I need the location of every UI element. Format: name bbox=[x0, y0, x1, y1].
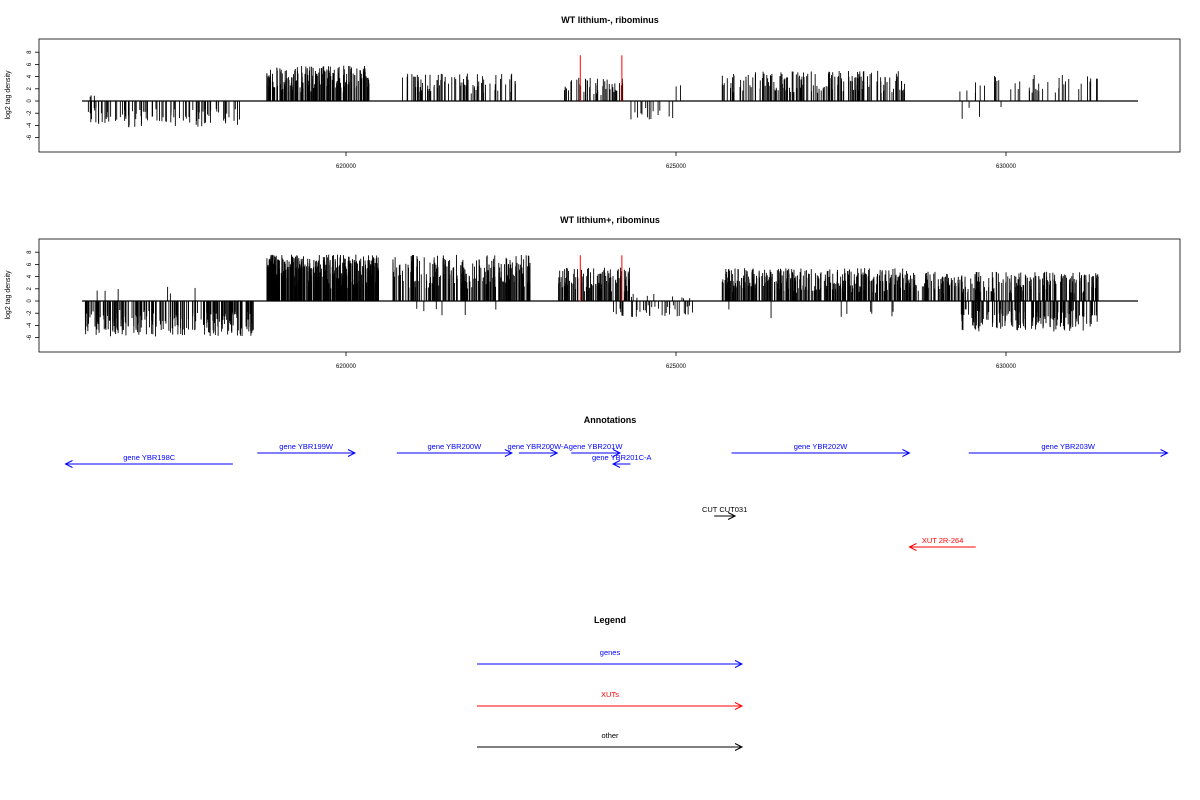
panel-2-ylabel: log2 tag density bbox=[5, 270, 12, 320]
annotation-feature: gene YBR201C-A bbox=[592, 453, 651, 468]
y-tick-label: 2 bbox=[27, 286, 33, 290]
legend-arrow-head bbox=[734, 743, 744, 751]
feature-label: gene YBR200W-A bbox=[508, 442, 569, 451]
legend-items: genes XUTs other bbox=[477, 648, 744, 751]
y-tick-label: 4 bbox=[27, 274, 33, 278]
annotation-feature: gene YBR200W bbox=[396, 442, 514, 457]
feature-label: gene YBR199W bbox=[279, 442, 334, 451]
legend-panel: Legend genes XUTs other bbox=[477, 615, 744, 751]
y-tick-label: 2 bbox=[27, 86, 33, 90]
feature-arrow-head bbox=[902, 449, 911, 457]
legend-arrow-head bbox=[734, 702, 744, 710]
feature-label: gene YBR198C bbox=[123, 453, 176, 462]
y-tick-label: -4 bbox=[27, 122, 33, 128]
panel-2-y-axis: -6 -4 -2 0 2 4 6 8 bbox=[27, 250, 40, 340]
legend-arrow-head bbox=[734, 660, 744, 668]
panel-2-x-axis: 620000 625000 630000 bbox=[336, 352, 1017, 370]
track-panel-1: WT lithium-, ribominus log2 tag density … bbox=[5, 15, 1181, 170]
annotation-feature: gene YBR198C bbox=[64, 453, 233, 468]
y-tick-label: -6 bbox=[27, 134, 33, 140]
annotation-feature: gene YBR201W bbox=[569, 442, 624, 457]
annotation-feature: gene YBR199W bbox=[257, 442, 357, 457]
feature-arrow-head bbox=[550, 449, 559, 457]
feature-arrow-head bbox=[612, 449, 622, 457]
panel-1-bars bbox=[87, 65, 1098, 128]
feature-label: gene YBR200W bbox=[428, 442, 483, 451]
feature-label: CUT CUT031 bbox=[702, 505, 747, 514]
legend-label: other bbox=[601, 731, 619, 740]
annotation-feature: gene YBR203W bbox=[968, 442, 1169, 457]
feature-label: gene YBR201W bbox=[569, 442, 624, 451]
x-tick-label: 620000 bbox=[336, 164, 357, 170]
panel-1-markers bbox=[579, 55, 623, 101]
y-tick-label: 8 bbox=[27, 250, 33, 254]
annotation-items: gene YBR198C gene YBR199W gene YBR200W gene… bbox=[64, 442, 1169, 551]
panel-1-x-axis: 620000 625000 630000 bbox=[336, 152, 1017, 170]
feature-arrow-head bbox=[611, 460, 621, 468]
x-tick-label: 620000 bbox=[336, 364, 357, 370]
annotation-feature: CUT CUT031 bbox=[702, 505, 747, 520]
legend-entry: genes bbox=[477, 648, 744, 668]
y-tick-label: 6 bbox=[27, 262, 33, 266]
track-panel-2: WT lithium+, ribominus log2 tag density … bbox=[5, 215, 1181, 370]
legend-title: Legend bbox=[594, 615, 626, 625]
x-tick-label: 630000 bbox=[996, 164, 1017, 170]
annotation-feature: gene YBR200W-A bbox=[508, 442, 569, 457]
y-tick-label: 8 bbox=[27, 50, 33, 54]
annotations-title: Annotations bbox=[584, 415, 637, 425]
y-tick-label: -4 bbox=[27, 322, 33, 328]
feature-label: gene YBR201C-A bbox=[592, 453, 651, 462]
y-tick-label: -2 bbox=[27, 310, 33, 316]
panel-1-title: WT lithium-, ribominus bbox=[561, 15, 659, 25]
feature-arrow-head bbox=[908, 543, 917, 551]
legend-entry: XUTs bbox=[477, 690, 744, 710]
feature-arrow-head bbox=[1160, 449, 1169, 457]
panel-2-bars bbox=[84, 254, 1099, 337]
feature-arrow-head bbox=[347, 449, 357, 457]
feature-arrow-head bbox=[504, 449, 514, 457]
annotation-feature: gene YBR202W bbox=[731, 442, 911, 457]
feature-arrow-head bbox=[727, 512, 737, 520]
annotation-feature: XUT 2R-264 bbox=[908, 536, 976, 551]
legend-label: genes bbox=[600, 648, 621, 657]
panel-2-title: WT lithium+, ribominus bbox=[560, 215, 660, 225]
panel-1-ylabel: log2 tag density bbox=[5, 70, 12, 120]
feature-label: gene YBR203W bbox=[1041, 442, 1096, 451]
feature-arrow-head bbox=[64, 460, 73, 468]
x-tick-label: 625000 bbox=[666, 164, 687, 170]
legend-entry: other bbox=[477, 731, 744, 751]
x-tick-label: 625000 bbox=[666, 364, 687, 370]
y-tick-label: -6 bbox=[27, 334, 33, 340]
x-tick-label: 630000 bbox=[996, 364, 1017, 370]
feature-label: gene YBR202W bbox=[794, 442, 849, 451]
panel-2-markers bbox=[579, 255, 623, 301]
y-tick-label: 0 bbox=[27, 299, 33, 303]
feature-label: XUT 2R-264 bbox=[922, 536, 964, 545]
legend-label: XUTs bbox=[601, 690, 619, 699]
y-tick-label: 0 bbox=[27, 99, 33, 103]
panel-1-y-axis: -6 -4 -2 0 2 4 6 8 bbox=[27, 50, 40, 140]
y-tick-label: 6 bbox=[27, 62, 33, 66]
y-tick-label: -2 bbox=[27, 110, 33, 116]
y-tick-label: 4 bbox=[27, 74, 33, 78]
